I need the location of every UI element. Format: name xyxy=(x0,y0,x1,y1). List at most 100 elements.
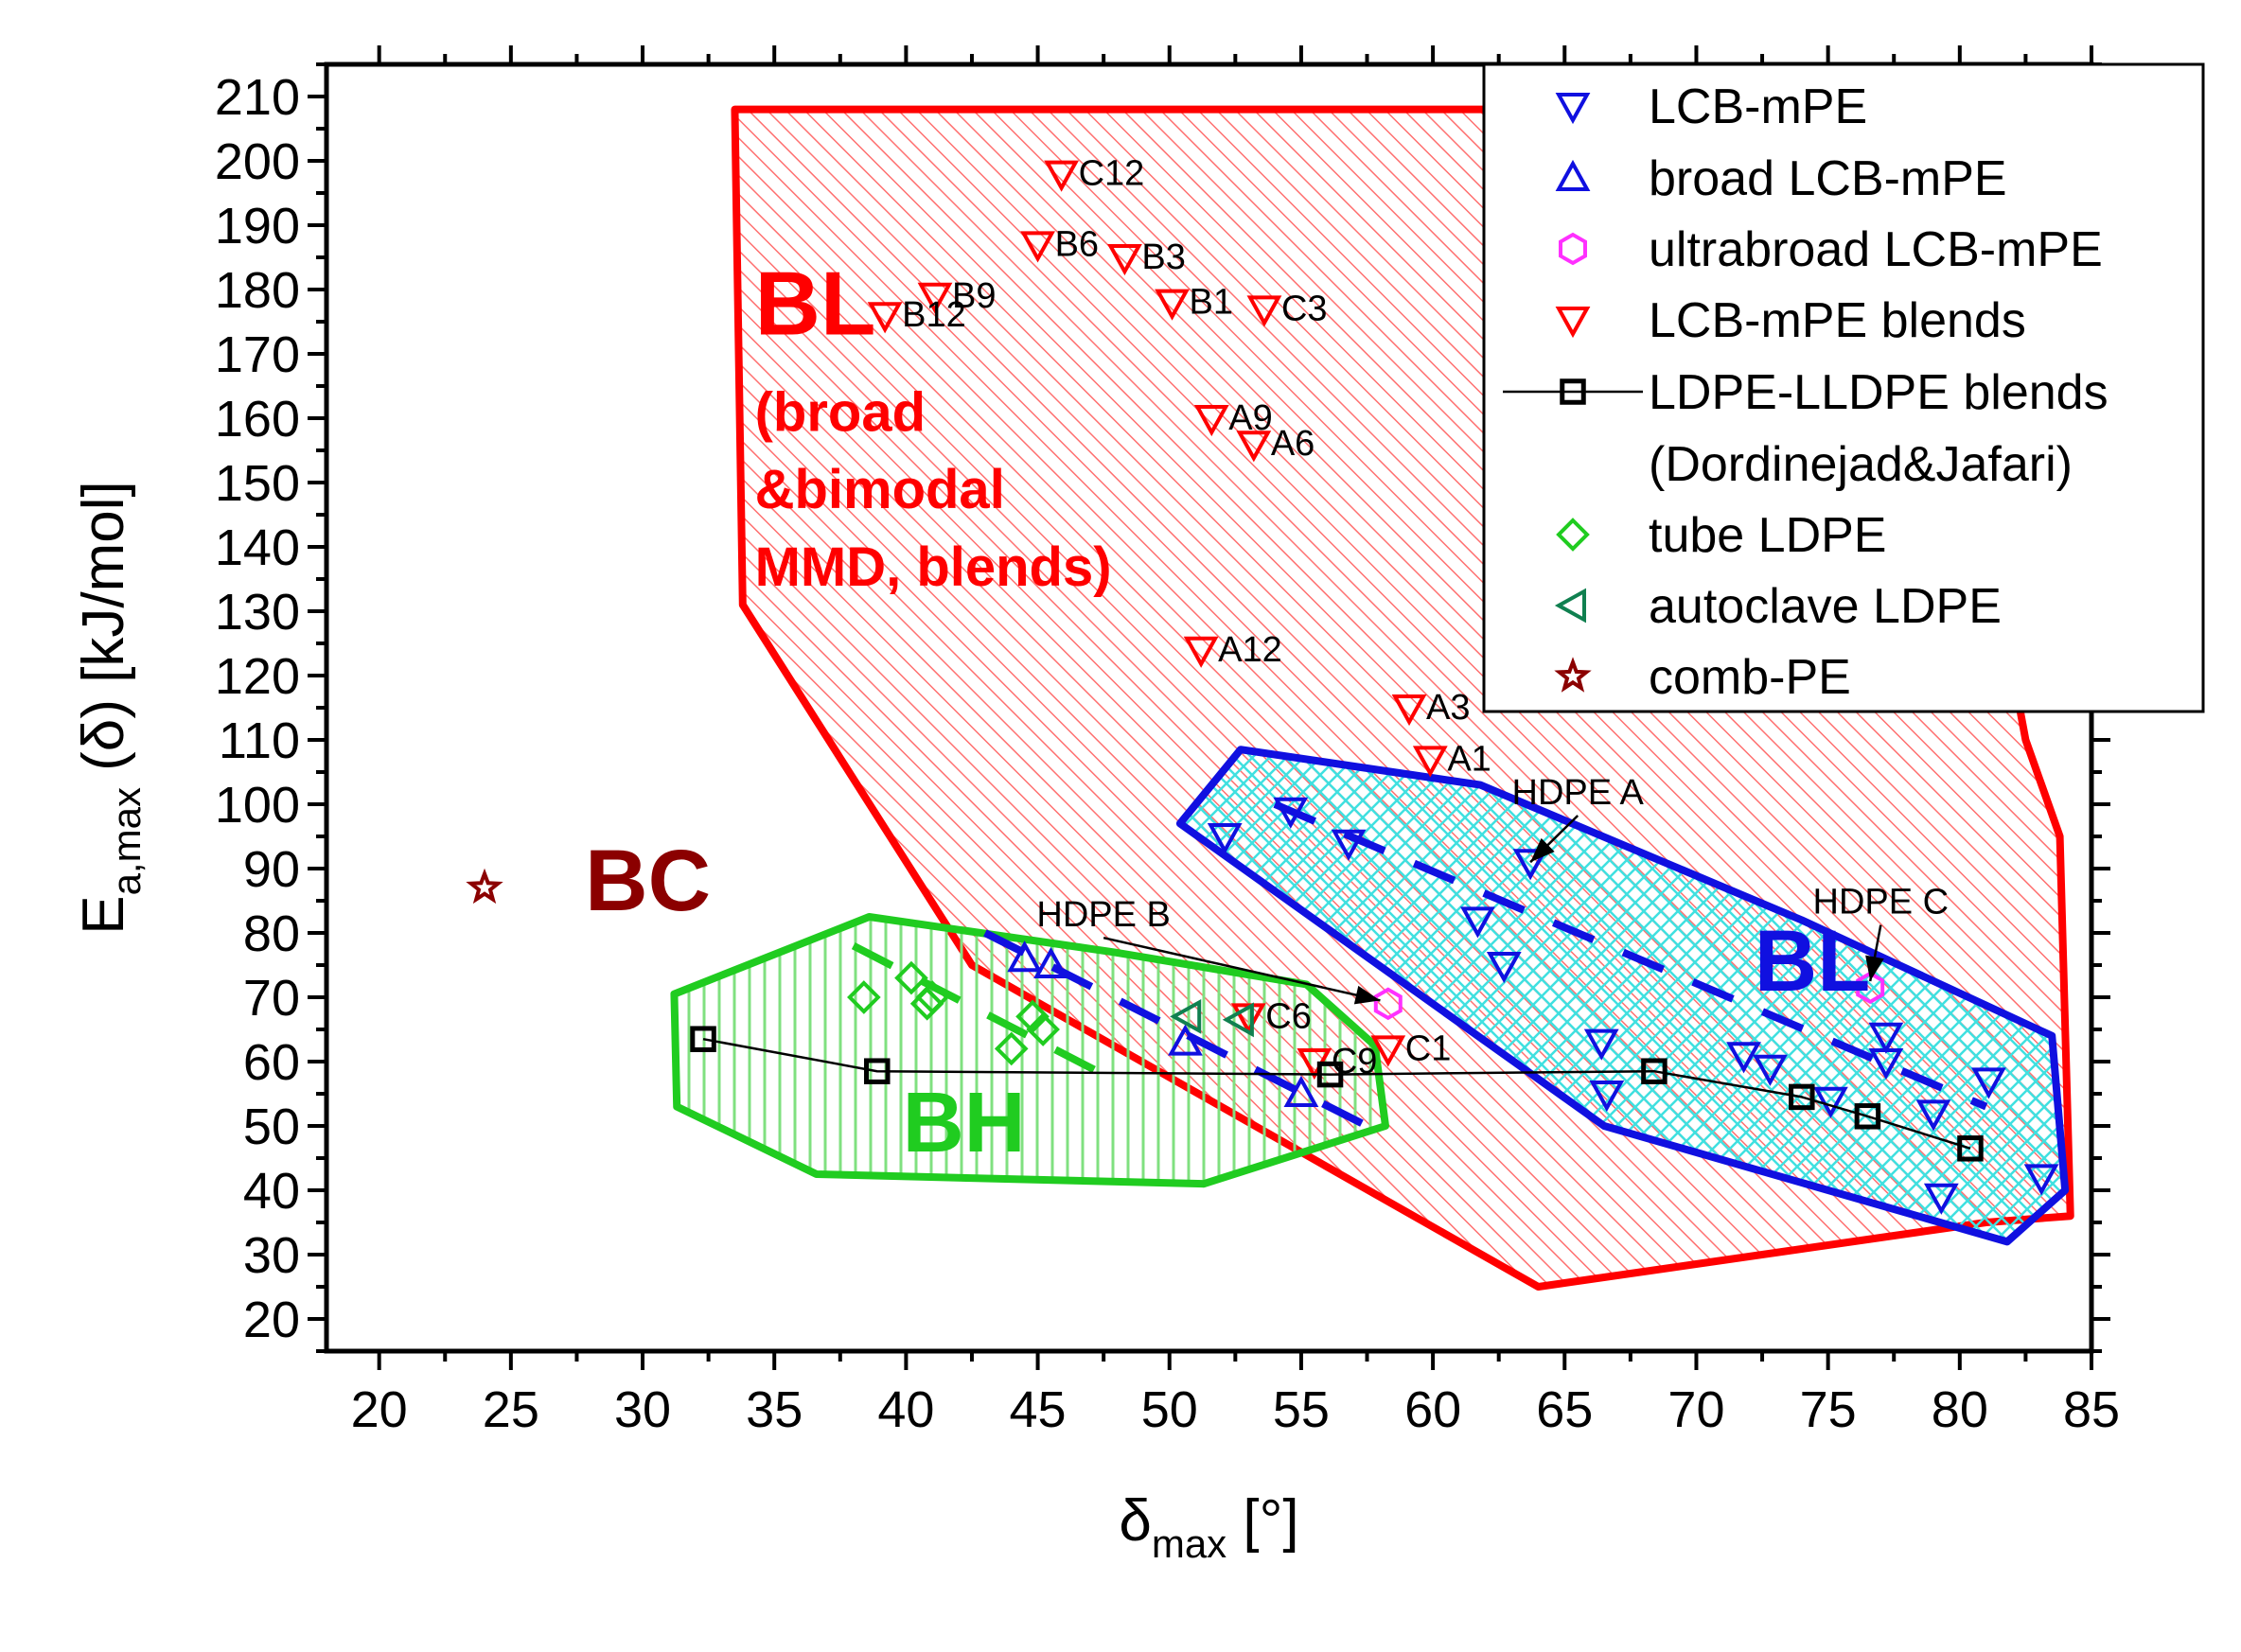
legend-entry-autoclave-ldpe: autoclave LDPE xyxy=(1554,579,2002,634)
legend-marker xyxy=(1554,657,1592,693)
data-point xyxy=(1246,295,1282,327)
annotation-arrow-head xyxy=(1530,837,1555,863)
point-label: B9 xyxy=(952,276,996,316)
legend-marker xyxy=(1560,378,1586,405)
y-axis-title-main: E xyxy=(71,895,136,934)
y-tick-label: 210 xyxy=(215,69,300,126)
point-label: C6 xyxy=(1265,996,1312,1036)
point-label: B12 xyxy=(902,295,966,335)
region-labels: BL (broad&bimodal MMD, blends) BL BH BC xyxy=(585,254,1870,1171)
legend-entry-comb-pe: comb-PE xyxy=(1554,650,1851,705)
y-tick-label: 180 xyxy=(215,262,300,319)
annotation-label: HDPE A xyxy=(1512,773,1645,813)
legend-label: broad LCB-mPE xyxy=(1649,151,2007,206)
data-point xyxy=(1486,952,1522,984)
annotation-label: HDPE C xyxy=(1813,883,1950,923)
y-tick-label: 150 xyxy=(215,455,300,512)
data-point xyxy=(1020,231,1055,263)
x-tick-label: 70 xyxy=(1668,1381,1724,1438)
x-tick-label: 80 xyxy=(1932,1381,1988,1438)
y-axis-title-unit: (δ) [kJ/mol] xyxy=(71,481,136,787)
data-point xyxy=(1971,1067,2006,1099)
data-point xyxy=(1589,1081,1625,1113)
data-point xyxy=(867,302,903,334)
data-point xyxy=(1641,1058,1668,1084)
y-tick-label: 100 xyxy=(215,777,300,834)
x-tick-label: 60 xyxy=(1404,1381,1461,1438)
data-point xyxy=(1915,1099,1951,1132)
data-point xyxy=(1222,1002,1254,1038)
x-tick-label: 55 xyxy=(1273,1381,1330,1438)
data-point xyxy=(1168,1024,1203,1056)
legend-marker xyxy=(1556,518,1590,552)
trend-lines xyxy=(851,800,1988,1130)
y-tick-label: 140 xyxy=(215,519,300,576)
region-bl-blue xyxy=(1175,746,2070,1246)
point-label: A3 xyxy=(1426,688,1470,728)
y-tick-label: 160 xyxy=(215,391,300,448)
region-label-bl-blue-line: BL xyxy=(1755,913,1871,1010)
region-label-bl-broad-line: BL xyxy=(755,254,876,355)
x-tick-label: 35 xyxy=(746,1381,803,1438)
series-lcb-mpe xyxy=(1207,797,2059,1215)
y-tick-label: 80 xyxy=(243,905,300,962)
region-bh xyxy=(670,913,1389,1188)
point-label: A9 xyxy=(1228,398,1272,438)
data-point xyxy=(1007,940,1043,973)
point-label: A6 xyxy=(1271,424,1315,464)
annotation-label: HDPE B xyxy=(1036,895,1170,935)
y-tick-label: 110 xyxy=(219,712,300,769)
legend-label: comb-PE xyxy=(1649,650,1851,705)
point-label: A12 xyxy=(1218,630,1282,670)
point-label: B6 xyxy=(1055,224,1099,264)
y-tick-label: 20 xyxy=(243,1292,300,1348)
data-point xyxy=(1193,405,1229,437)
legend-entry-lcb-mpe: LCB-mPE xyxy=(1555,79,1867,134)
data-point xyxy=(1155,289,1190,321)
series-ldpe-lldpe-blends xyxy=(690,1026,1984,1162)
data-point xyxy=(1373,987,1403,1021)
x-tick-label: 25 xyxy=(483,1381,539,1438)
legend-entry-ldpe-lldpe-blends: LDPE-LLDPE blends (Dordinejad&Jafari) xyxy=(1503,365,2109,492)
legend-marker xyxy=(1555,307,1591,339)
y-tick-label: 40 xyxy=(243,1163,300,1220)
point-label: A1 xyxy=(1447,739,1491,779)
data-point xyxy=(1412,746,1448,778)
legend-entry-tube-ldpe: tube LDPE xyxy=(1556,508,1887,563)
axis-ticks: 20 25 30 35 40 45 50 55 60 65 70 75 80 85 20 30 40 50 60 70… xyxy=(215,45,2120,1438)
data-point xyxy=(690,1026,716,1052)
data-point xyxy=(1183,636,1219,668)
data-point xyxy=(1391,694,1427,727)
data-point xyxy=(994,1031,1029,1066)
legend-marker xyxy=(1555,159,1591,191)
data-point xyxy=(1868,1048,1904,1081)
data-point xyxy=(1044,160,1080,192)
data-point xyxy=(1283,1075,1319,1107)
point-label: C1 xyxy=(1405,1028,1452,1068)
x-tick-label: 30 xyxy=(614,1381,671,1438)
data-point xyxy=(1316,1061,1344,1088)
y-tick-label: 70 xyxy=(243,970,300,1027)
region-label-bc-line: BC xyxy=(585,833,711,929)
y-tick-label: 60 xyxy=(243,1034,300,1091)
legend-label: autoclave LDPE xyxy=(1649,579,2002,634)
data-point xyxy=(1026,1012,1060,1046)
x-tick-label: 20 xyxy=(351,1381,408,1438)
legend-marker xyxy=(1555,93,1591,125)
y-tick-label: 200 xyxy=(215,133,300,190)
legend-label: ultrabroad LCB-mPE xyxy=(1649,222,2103,277)
legend-entry-lcb-mpe-blends: LCB-mPE blends xyxy=(1555,293,2026,348)
legend-entry-broad-lcb-mpe: broad LCB-mPE xyxy=(1555,151,2007,206)
y-tick-label: 190 xyxy=(215,198,300,255)
data-point xyxy=(1753,1054,1788,1086)
data-point xyxy=(847,980,881,1014)
series-comb-pe xyxy=(466,868,503,905)
annotations: HDPE A HDPE B HDPE C xyxy=(1036,773,1950,1005)
point-label: C9 xyxy=(1332,1042,1378,1081)
data-point xyxy=(1789,1083,1815,1111)
legend-label: LCB-mPE xyxy=(1649,79,1867,134)
trend-line xyxy=(1273,800,1988,1111)
data-point xyxy=(1033,946,1068,978)
data-point xyxy=(1512,849,1548,881)
